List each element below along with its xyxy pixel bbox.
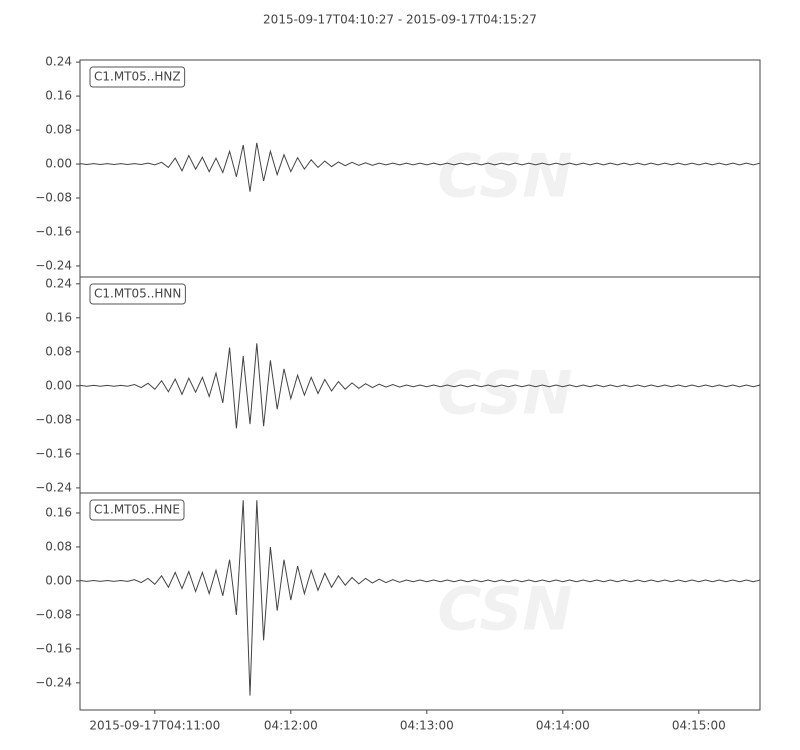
watermark: CSN [437, 359, 572, 429]
legend-label: C1.MT05..HNZ [94, 70, 181, 84]
legend-box [89, 499, 185, 521]
y-tick-label: 0.16 [45, 89, 72, 103]
x-tick-label: 04:12:00 [264, 719, 318, 733]
y-tick-label: −0.08 [35, 607, 72, 621]
legend: C1.MT05..HNN [89, 283, 186, 305]
y-tick-label: −0.24 [35, 675, 72, 689]
legend-label: C1.MT05..HNN [94, 287, 181, 301]
x-tick-label: 04:15:00 [672, 719, 726, 733]
y-tick-label: −0.08 [35, 412, 72, 426]
legend-label: C1.MT05..HNE [94, 503, 180, 517]
x-tick-label: 04:13:00 [400, 719, 454, 733]
chart-title: 2015-09-17T04:10:27 - 2015-09-17T04:15:2… [263, 13, 537, 27]
legend-box [89, 66, 186, 88]
waveform [79, 142, 761, 192]
plot-frame [79, 492, 761, 711]
watermark: CSN [437, 575, 572, 645]
x-tick-label: 2015-09-17T04:11:00 [89, 719, 220, 733]
watermark: CSN [437, 142, 572, 212]
y-tick-label: −0.16 [35, 641, 72, 655]
y-tick-label: −0.16 [35, 224, 72, 238]
y-tick-label: 0.24 [45, 276, 72, 290]
y-tick-label: 0.08 [45, 539, 72, 553]
legend: C1.MT05..HNE [89, 499, 185, 521]
y-tick-label: 0.00 [45, 157, 72, 171]
y-tick-label: 0.16 [45, 505, 72, 519]
y-tick-label: −0.16 [35, 446, 72, 460]
x-tick-label: 04:14:00 [536, 719, 590, 733]
waveform [79, 500, 761, 696]
waveform [79, 343, 761, 429]
y-tick-label: −0.24 [35, 258, 72, 272]
y-tick-label: 0.00 [45, 573, 72, 587]
y-tick-label: 0.16 [45, 310, 72, 324]
y-tick-label: 0.00 [45, 378, 72, 392]
legend-box [89, 283, 186, 305]
legend: C1.MT05..HNZ [89, 66, 186, 88]
y-tick-label: −0.24 [35, 480, 72, 494]
y-tick-label: −0.08 [35, 191, 72, 205]
y-tick-label: 0.24 [45, 55, 72, 69]
y-tick-label: 0.08 [45, 123, 72, 137]
y-tick-label: 0.08 [45, 344, 72, 358]
